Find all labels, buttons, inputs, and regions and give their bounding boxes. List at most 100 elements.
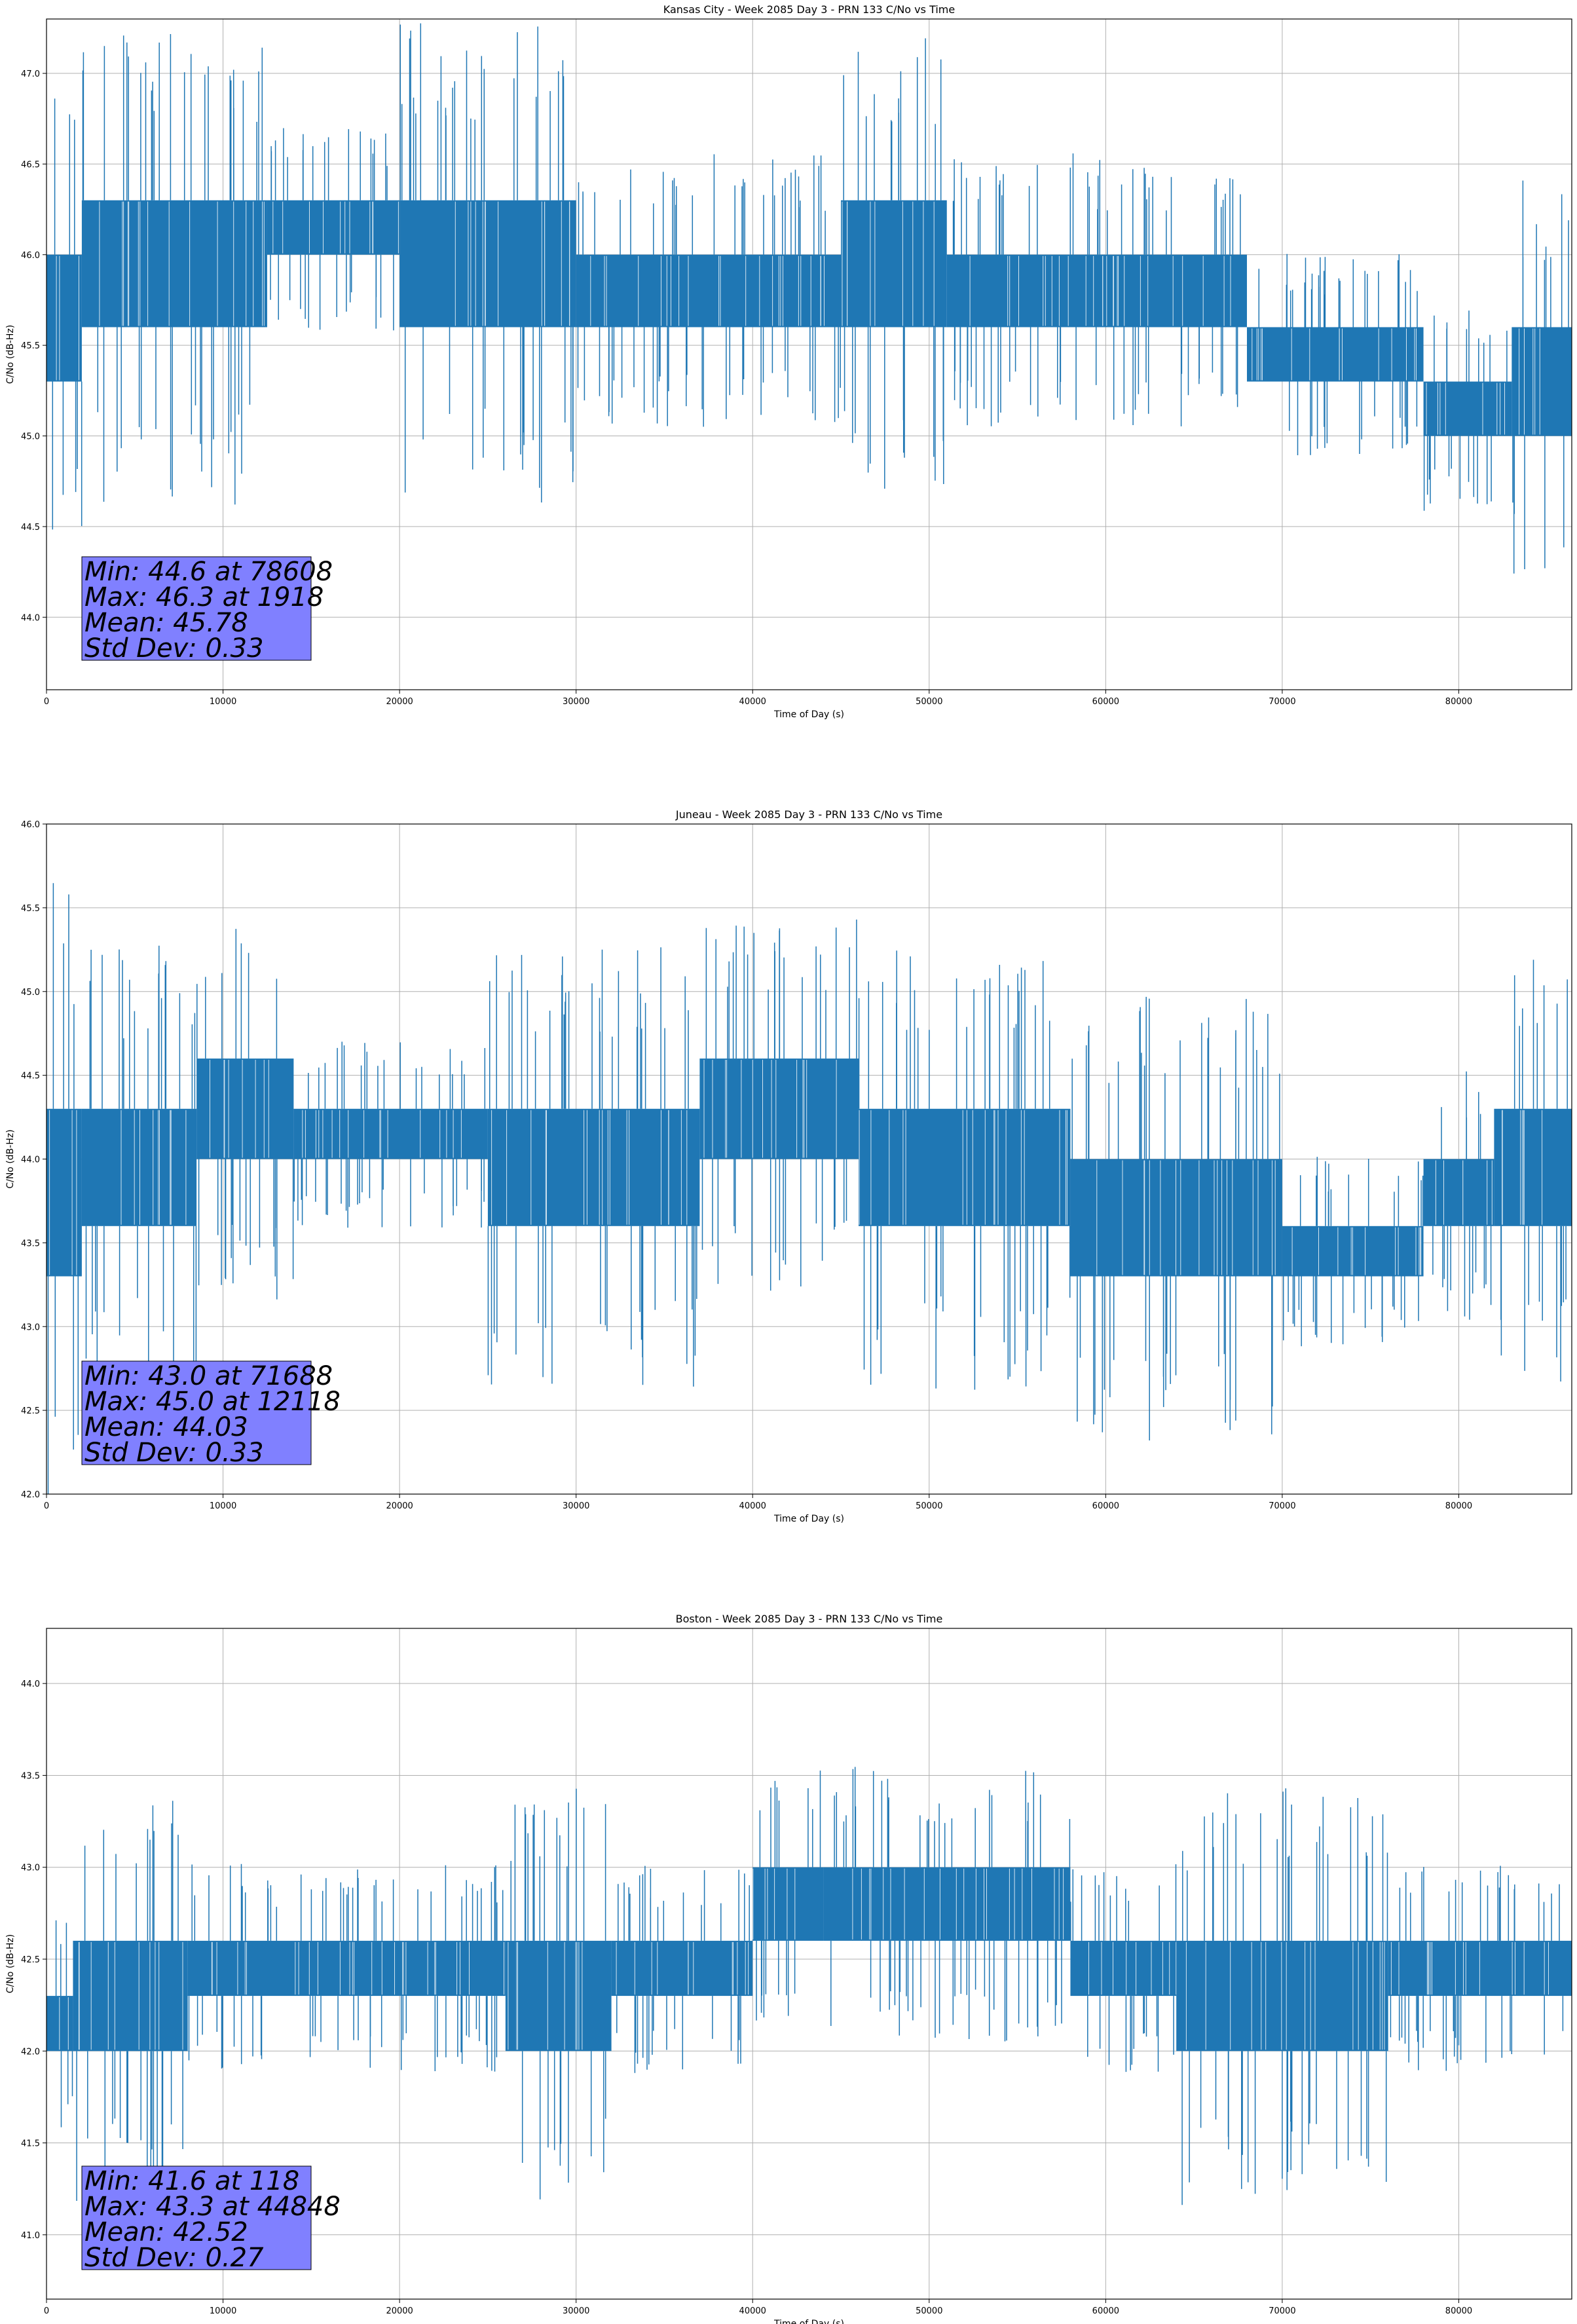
y-tick-label: 45.5 xyxy=(21,904,40,914)
series-gaps xyxy=(1096,1160,1276,1275)
series-band xyxy=(487,1108,700,1226)
series-spikes xyxy=(85,945,197,1380)
x-tick-label: 30000 xyxy=(563,1501,589,1511)
x-axis-label: Time of Day (s) xyxy=(773,1514,844,1524)
series-band xyxy=(73,1940,188,2052)
series-spikes xyxy=(952,153,1241,426)
series-band xyxy=(1494,1108,1572,1226)
series-spikes xyxy=(399,23,574,503)
series-gaps xyxy=(78,1941,183,2050)
stats-box xyxy=(81,1360,312,1465)
series-gaps xyxy=(99,201,265,326)
y-tick-label: 42.5 xyxy=(21,1406,40,1416)
series-band xyxy=(841,200,947,328)
x-tick-label: 80000 xyxy=(1445,1501,1472,1511)
x-tick-label: 50000 xyxy=(916,697,942,707)
chart-0: 0 10000 20000 30000 40000 50000 60000 70000 8000… xyxy=(5,3,1572,720)
series-band xyxy=(293,1108,488,1159)
series-spikes xyxy=(1070,1864,1177,2072)
y-tick-label: 43.5 xyxy=(21,1239,40,1248)
x-tick-label: 20000 xyxy=(386,1501,413,1511)
x-tick-label: 60000 xyxy=(1092,697,1119,707)
y-tick-label: 45.0 xyxy=(21,432,40,442)
x-tick-label: 30000 xyxy=(563,697,589,707)
series-band xyxy=(505,1940,612,2052)
series-gaps xyxy=(491,1110,688,1225)
series-spikes xyxy=(1512,180,1569,574)
series-gaps xyxy=(272,201,399,253)
stats-line: Max: 45.0 at 12118 xyxy=(84,1387,341,1417)
series-band xyxy=(858,1108,1071,1226)
y-tick-label: 43.0 xyxy=(21,1864,40,1873)
series-spikes xyxy=(47,883,79,1494)
series-gaps xyxy=(616,1941,749,1995)
series-gaps xyxy=(1252,328,1417,381)
y-tick-label: 44.0 xyxy=(21,613,40,623)
series-0 xyxy=(46,883,1572,1494)
x-tick-label: 10000 xyxy=(210,2306,236,2316)
series-spikes xyxy=(510,1788,606,2200)
stats-line: Max: 46.3 at 1918 xyxy=(84,582,324,612)
series-0 xyxy=(46,23,1572,574)
series-gaps xyxy=(1426,383,1505,435)
series-gaps xyxy=(1502,1110,1543,1225)
series-gaps xyxy=(59,1997,69,2050)
x-tick-label: 60000 xyxy=(1092,2306,1119,2316)
series-gaps xyxy=(969,255,1231,326)
chart-title: Boston - Week 2085 Day 3 - PRN 133 C/No … xyxy=(676,1613,943,1625)
x-tick-label: 50000 xyxy=(916,1501,942,1511)
series-spikes xyxy=(830,1767,1071,2042)
series-spikes xyxy=(1282,1157,1424,1347)
x-axis-label: Time of Day (s) xyxy=(773,709,844,720)
series-spikes xyxy=(577,154,841,427)
series-band xyxy=(81,1108,197,1226)
series-gaps xyxy=(49,1110,77,1275)
series-band xyxy=(611,1940,753,1996)
series-spikes xyxy=(858,950,1071,1390)
x-tick-label: 0 xyxy=(44,1501,49,1511)
series-spikes xyxy=(487,947,697,1387)
series-spikes xyxy=(293,1041,486,1228)
series-spikes xyxy=(616,1865,750,2073)
series-band xyxy=(1423,1159,1494,1226)
series-band xyxy=(81,200,267,328)
series-band xyxy=(1247,327,1424,382)
plot-frame xyxy=(46,1628,1572,2300)
stats-line: Std Dev: 0.27 xyxy=(84,2243,264,2273)
series-band xyxy=(823,1867,1071,1941)
series-gaps xyxy=(1185,1941,1385,2050)
stats-line: Max: 43.3 at 44848 xyxy=(84,2192,341,2222)
series-gaps xyxy=(1390,1941,1549,1995)
x-tick-label: 70000 xyxy=(1269,2306,1295,2316)
x-tick-label: 40000 xyxy=(739,1501,766,1511)
chart-title: Kansas City - Week 2085 Day 3 - PRN 133 … xyxy=(663,3,955,16)
series-spikes xyxy=(843,38,944,489)
stats-box xyxy=(81,556,312,661)
y-tick-label: 44.0 xyxy=(21,1155,40,1165)
y-tick-label: 44.5 xyxy=(21,1072,40,1081)
series-spikes xyxy=(76,1801,183,2205)
y-axis-label: C/No (dB-Hz) xyxy=(5,1129,16,1188)
x-tick-label: 60000 xyxy=(1092,1501,1119,1511)
y-tick-label: 42.0 xyxy=(21,1490,40,1500)
stats-box xyxy=(81,2165,312,2270)
series-gaps xyxy=(211,1941,504,1995)
series-spikes xyxy=(701,919,857,1291)
y-tick-label: 41.5 xyxy=(21,2139,40,2149)
series-gaps xyxy=(752,1868,796,1940)
series-gaps xyxy=(859,1110,1067,1225)
stats-line: Min: 43.0 at 71688 xyxy=(84,1361,333,1391)
series-spikes xyxy=(1390,1865,1564,2071)
series-spikes xyxy=(1258,253,1418,455)
series-band xyxy=(46,254,82,382)
series-spikes xyxy=(1500,960,1568,1382)
series-band xyxy=(946,254,1248,328)
x-tick-label: 20000 xyxy=(386,697,413,707)
series-gaps xyxy=(56,255,79,381)
series-gaps xyxy=(1435,1160,1493,1225)
series-band xyxy=(187,1940,506,1996)
stats-line: Mean: 45.78 xyxy=(84,608,248,638)
series-gaps xyxy=(852,1868,1064,1940)
series-band xyxy=(1070,1940,1177,1996)
